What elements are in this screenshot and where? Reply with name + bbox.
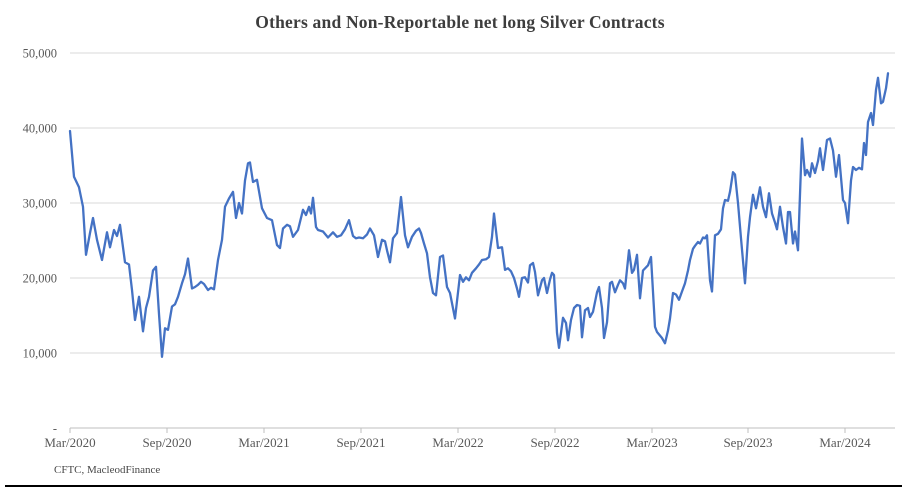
x-tick-label: Mar/2023: [626, 435, 677, 450]
x-tick-label: Sep/2022: [530, 435, 579, 450]
y-tick-label: 30,000: [23, 197, 57, 211]
y-tick-label: 20,000: [23, 272, 57, 286]
x-axis-labels: Mar/2020 Sep/2020 Mar/2021 Sep/2021 Mar/2022…: [44, 435, 871, 450]
y-tick-label: 50,000: [23, 47, 57, 61]
x-tick-label: Mar/2020: [44, 435, 95, 450]
y-tick-label: 40,000: [23, 122, 57, 136]
x-tick-label: Sep/2021: [336, 435, 385, 450]
x-tick-label: Mar/2021: [238, 435, 289, 450]
x-tick-marks: [69, 428, 846, 433]
y-axis-labels: 50,000 40,000 30,000 20,000 10,000 -: [23, 47, 57, 436]
x-tick-label: Sep/2023: [723, 435, 772, 450]
gridlines: [70, 52, 895, 429]
series-line: [68, 72, 890, 358]
y-tick-label: -: [53, 422, 57, 436]
image-border-bottom: [5, 485, 902, 487]
x-tick-label: Mar/2022: [432, 435, 483, 450]
y-tick-label: 10,000: [23, 347, 57, 361]
source-credit: CFTC, MacleodFinance: [54, 464, 161, 476]
x-tick-label: Sep/2020: [142, 435, 191, 450]
chart-title: Others and Non-Reportable net long Silve…: [255, 12, 665, 32]
x-tick-label: Mar/2024: [819, 435, 871, 450]
